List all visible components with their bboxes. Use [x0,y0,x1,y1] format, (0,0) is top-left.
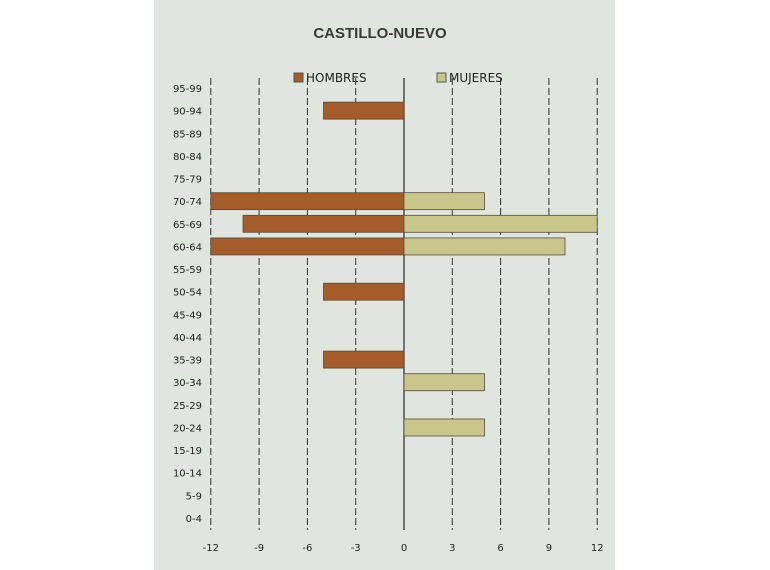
y-axis-labels: 0-4 5-9 10-14 15-19 20-24 25-29 30-34 35-39 40-4… [173,84,202,525]
y-tick-label: 80-84 [173,152,202,163]
bar-mujeres-60-64 [403,237,566,256]
chart-title: CASTILLO-NUEVO [313,25,447,42]
x-tick-label: 9 [546,543,552,554]
x-tick-label: -12 [203,543,219,554]
bar-mujeres-20-24 [403,418,485,437]
bar-hombres-60-64 [210,237,405,256]
y-tick-label: 30-34 [173,378,202,389]
x-tick-label: 12 [591,543,604,554]
x-tick-label: 0 [401,543,407,554]
y-tick-label: 85-89 [173,129,202,140]
y-tick-label: 60-64 [173,242,202,253]
bar-mujeres-30-34 [403,373,485,392]
y-tick-label: 65-69 [173,220,202,231]
y-tick-label: 5-9 [186,491,202,502]
x-axis-labels: -12 -9 -6 -3 0 3 6 9 12 [203,543,604,554]
legend-label-hombres: HOMBRES [306,71,367,85]
legend: HOMBRES MUJERES [293,71,503,85]
y-tick-label: 20-24 [173,423,202,434]
x-tick-label: 3 [449,543,455,554]
y-tick-label: 90-94 [173,107,202,118]
legend-swatch-mujeres [436,72,447,83]
y-tick-label: 10-14 [173,469,202,480]
bar-hombres-50-54 [323,282,405,301]
bar-mujeres-65-69 [403,214,598,233]
bar-hombres-35-39 [323,350,405,369]
bar-mujeres-70-74 [403,192,485,211]
y-tick-label: 75-79 [173,175,202,186]
legend-swatch-hombres [293,72,304,83]
legend-label-mujeres: MUJERES [449,71,503,85]
bar-hombres-70-74 [210,192,405,211]
x-tick-label: -6 [302,543,312,554]
y-tick-label: 70-74 [173,197,202,208]
y-tick-label: 35-39 [173,356,202,367]
y-tick-label: 40-44 [173,333,202,344]
y-tick-label: 45-49 [173,310,202,321]
bar-hombres-90-94 [323,101,405,120]
bars [210,101,598,437]
y-tick-label: 50-54 [173,288,202,299]
y-tick-label: 55-59 [173,265,202,276]
y-tick-label: 25-29 [173,401,202,412]
y-tick-label: 15-19 [173,446,202,457]
x-tick-label: 6 [497,543,503,554]
gridlines [210,78,598,530]
y-tick-label: 0-4 [186,514,202,525]
x-tick-label: -9 [254,543,264,554]
x-tick-label: -3 [351,543,361,554]
bar-hombres-65-69 [242,214,405,233]
y-tick-label: 95-99 [173,84,202,95]
